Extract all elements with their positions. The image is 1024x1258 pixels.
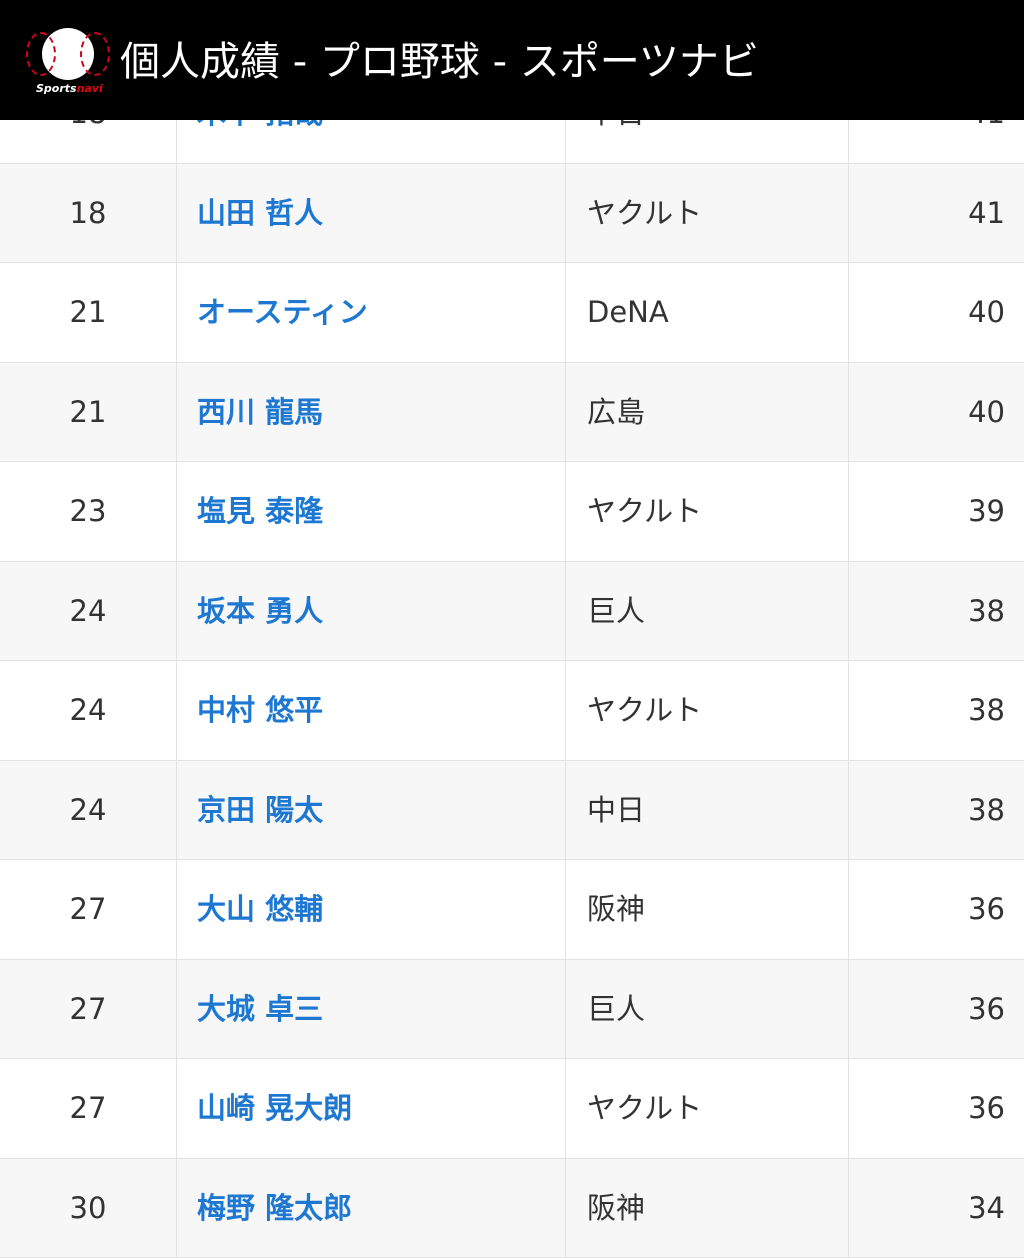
- rank: 23: [0, 462, 176, 561]
- column-divider: [176, 761, 177, 860]
- column-divider: [176, 661, 177, 760]
- column-divider: [848, 661, 849, 760]
- column-divider: [176, 960, 177, 1059]
- player-name[interactable]: 山崎 晃大朗: [197, 1059, 352, 1158]
- column-divider: [848, 363, 849, 462]
- column-divider: [565, 661, 566, 760]
- stat-value: 36: [968, 960, 1005, 1059]
- team: 広島: [587, 363, 645, 462]
- column-divider: [176, 164, 177, 263]
- rank: 27: [0, 860, 176, 959]
- stat-value: 40: [968, 363, 1005, 462]
- stat-value: 38: [968, 661, 1005, 760]
- page-title: 個人成績 - プロ野球 - スポーツナビ: [120, 34, 759, 90]
- column-divider: [565, 164, 566, 263]
- column-divider: [565, 960, 566, 1059]
- team: 中日: [587, 761, 645, 860]
- team: ヤクルト: [587, 661, 702, 760]
- column-divider: [565, 1159, 566, 1258]
- column-divider: [848, 1159, 849, 1258]
- stat-value: 36: [968, 860, 1005, 959]
- rank: 24: [0, 761, 176, 860]
- logo[interactable]: [42, 28, 94, 80]
- player-name[interactable]: 梅野 隆太郎: [197, 1159, 352, 1258]
- logo-text-sports: Sports: [36, 82, 77, 95]
- player-name[interactable]: 塩見 泰隆: [197, 462, 323, 561]
- team: 巨人: [587, 960, 645, 1059]
- team: DeNA: [587, 263, 669, 362]
- rank: 30: [0, 1159, 176, 1258]
- column-divider: [176, 363, 177, 462]
- column-divider: [848, 761, 849, 860]
- column-divider: [176, 263, 177, 362]
- column-divider: [565, 1059, 566, 1158]
- column-divider: [176, 462, 177, 561]
- team: 阪神: [587, 1159, 645, 1258]
- stat-value: 36: [968, 1059, 1005, 1158]
- column-divider: [176, 562, 177, 661]
- player-name[interactable]: 中村 悠平: [197, 661, 323, 760]
- logo-text-navi: navi: [77, 82, 103, 95]
- rank: 27: [0, 1059, 176, 1158]
- stat-value: 41: [968, 164, 1005, 263]
- team: ヤクルト: [587, 164, 702, 263]
- column-divider: [848, 164, 849, 263]
- team: ヤクルト: [587, 462, 702, 561]
- column-divider: [176, 1059, 177, 1158]
- column-divider: [848, 562, 849, 661]
- rank: 21: [0, 263, 176, 362]
- column-divider: [565, 562, 566, 661]
- player-name[interactable]: 大城 卓三: [197, 960, 323, 1059]
- rank: 27: [0, 960, 176, 1059]
- team: ヤクルト: [587, 1059, 702, 1158]
- column-divider: [565, 263, 566, 362]
- header: Sportsnavi 個人成績 - プロ野球 - スポーツナビ: [0, 0, 1024, 120]
- column-divider: [848, 960, 849, 1059]
- player-name[interactable]: 西川 龍馬: [197, 363, 323, 462]
- rank: 18: [0, 164, 176, 263]
- rank: 21: [0, 363, 176, 462]
- player-name[interactable]: 山田 哲人: [197, 164, 323, 263]
- column-divider: [848, 462, 849, 561]
- stat-value: 40: [968, 263, 1005, 362]
- player-name[interactable]: オースティン: [197, 263, 368, 362]
- column-divider: [565, 363, 566, 462]
- team: 阪神: [587, 860, 645, 959]
- column-divider: [848, 1059, 849, 1158]
- player-name[interactable]: 坂本 勇人: [197, 562, 323, 661]
- column-divider: [565, 860, 566, 959]
- stat-value: 39: [968, 462, 1005, 561]
- column-divider: [848, 263, 849, 362]
- player-name[interactable]: 大山 悠輔: [197, 860, 323, 959]
- column-divider: [565, 462, 566, 561]
- stat-value: 38: [968, 562, 1005, 661]
- player-name[interactable]: 京田 陽太: [197, 761, 323, 860]
- team: 巨人: [587, 562, 645, 661]
- rank: 24: [0, 661, 176, 760]
- column-divider: [565, 761, 566, 860]
- column-divider: [176, 860, 177, 959]
- column-divider: [848, 860, 849, 959]
- stat-value: 38: [968, 761, 1005, 860]
- rank: 24: [0, 562, 176, 661]
- column-divider: [176, 1159, 177, 1258]
- logo-text: Sportsnavi: [36, 82, 103, 95]
- stat-value: 34: [968, 1159, 1005, 1258]
